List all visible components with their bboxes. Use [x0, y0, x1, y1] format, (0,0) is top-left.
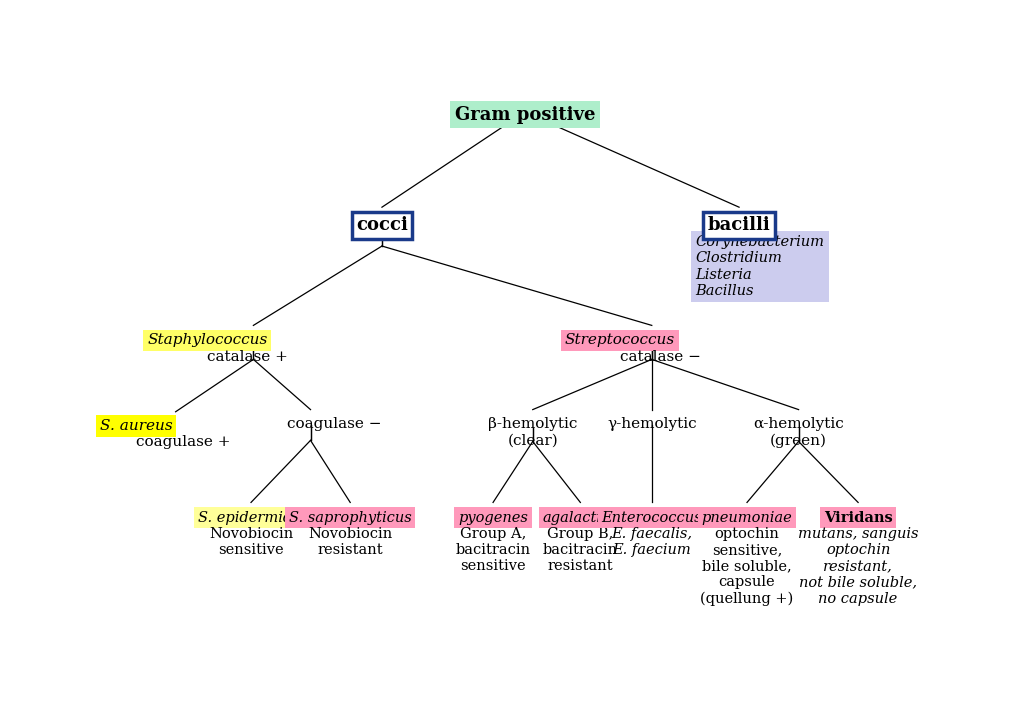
Text: Novobiocin
sensitive: Novobiocin sensitive [209, 526, 293, 557]
Text: Staphylococcus: Staphylococcus [147, 334, 267, 348]
Text: β-hemolytic: β-hemolytic [488, 417, 578, 431]
Text: Enterococcus: Enterococcus [601, 510, 702, 524]
Text: Group B,
bacitracin
resistant: Group B, bacitracin resistant [543, 526, 617, 573]
Text: pyogenes: pyogenes [458, 510, 528, 524]
Text: Viridans: Viridans [823, 510, 893, 524]
Text: Novobiocin
resistant: Novobiocin resistant [308, 526, 392, 557]
Text: γ-hemolytic: γ-hemolytic [607, 417, 696, 431]
Text: cocci: cocci [356, 217, 408, 234]
Text: coagulase +: coagulase + [136, 435, 230, 449]
Text: pneumoniae: pneumoniae [701, 510, 793, 524]
Text: S. epidermidis: S. epidermidis [198, 510, 304, 524]
Text: Gram positive: Gram positive [455, 106, 595, 123]
Text: E. faecalis,
E. faecium: E. faecalis, E. faecium [611, 526, 692, 557]
Text: catalase +: catalase + [207, 350, 288, 364]
Text: optochin
sensitive,
bile soluble,
capsule
(quellung +): optochin sensitive, bile soluble, capsul… [700, 526, 794, 606]
Text: bacilli: bacilli [708, 217, 770, 234]
Text: S. saprophyticus: S. saprophyticus [289, 510, 412, 524]
Text: S. aureus: S. aureus [99, 418, 172, 433]
Text: coagulase −: coagulase − [287, 417, 381, 431]
Text: catalase −: catalase − [620, 350, 700, 364]
Text: α-hemolytic: α-hemolytic [754, 417, 844, 431]
Text: agalactiae: agalactiae [542, 510, 618, 524]
Text: (green): (green) [770, 433, 827, 448]
Text: Group A,
bacitracin
sensitive: Group A, bacitracin sensitive [456, 526, 530, 573]
Text: (clear): (clear) [507, 433, 558, 447]
Text: mutans, sanguis
optochin
resistant,
not bile soluble,
no capsule: mutans, sanguis optochin resistant, not … [798, 526, 919, 606]
Text: Corynebacterium
Clostridium
Listeria
Bacillus: Corynebacterium Clostridium Listeria Bac… [695, 236, 824, 298]
Text: Streptococcus: Streptococcus [565, 334, 675, 348]
